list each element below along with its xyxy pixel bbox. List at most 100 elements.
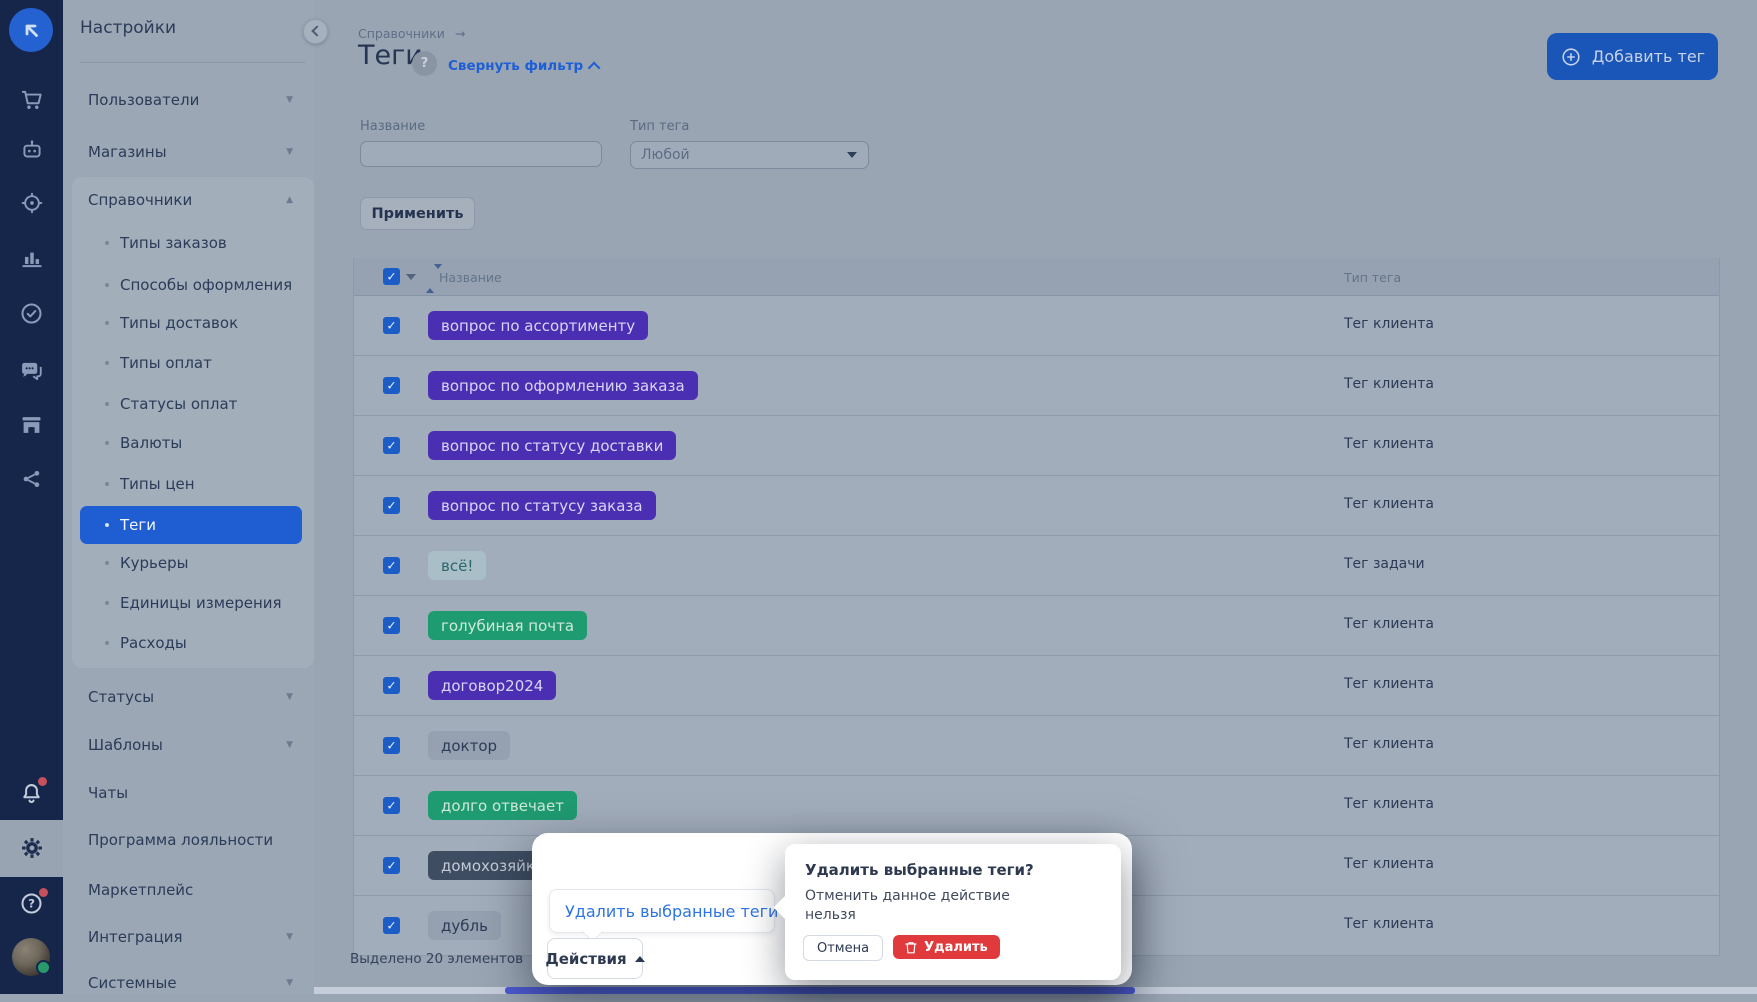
sidebar-subitem-типы-оплат[interactable]: Типы оплат bbox=[63, 346, 314, 380]
row-checkbox[interactable]: ✓ bbox=[383, 617, 400, 634]
sidebar-subitem-типы-цен[interactable]: Типы цен bbox=[63, 467, 314, 501]
collapse-sidebar-button[interactable] bbox=[303, 19, 328, 44]
horizontal-scrollbar-thumb[interactable] bbox=[505, 987, 1135, 994]
bullet-icon bbox=[105, 283, 109, 287]
filter-type-select[interactable]: Любой bbox=[630, 141, 869, 169]
cancel-button[interactable]: Отмена bbox=[803, 935, 884, 961]
icon-rail: ? bbox=[0, 0, 63, 994]
row-checkbox[interactable]: ✓ bbox=[383, 917, 400, 934]
select-all-checkbox[interactable]: ✓ bbox=[383, 268, 400, 285]
help-icon[interactable]: ? bbox=[412, 51, 437, 76]
plus-circle-icon bbox=[1562, 47, 1580, 66]
confirm-delete-button[interactable]: Удалить bbox=[893, 935, 1000, 959]
tag-pill[interactable]: вопрос по статусу доставки bbox=[428, 431, 677, 460]
bullet-icon bbox=[105, 601, 109, 605]
tag-type-cell: Тег клиента bbox=[1344, 916, 1434, 932]
tag-pill[interactable]: вопрос по статусу заказа bbox=[428, 491, 656, 520]
row-checkbox[interactable]: ✓ bbox=[383, 437, 400, 454]
sidebar-subitem-типы-доставок[interactable]: Типы доставок bbox=[63, 306, 314, 340]
main-content: Справочники → Теги ? Свернуть фильтр Доб… bbox=[314, 0, 1757, 994]
sidebar-subitem-расходы[interactable]: Расходы bbox=[63, 626, 314, 660]
tag-pill[interactable]: вопрос по оформлению заказа bbox=[428, 371, 698, 400]
row-checkbox[interactable]: ✓ bbox=[383, 497, 400, 514]
rail-item-delivery[interactable] bbox=[0, 181, 63, 225]
sidebar-item-магазины[interactable]: Магазины ▼ bbox=[88, 143, 293, 161]
rail-item-chats[interactable] bbox=[0, 349, 63, 393]
table-header: ✓ Название Тип тега bbox=[354, 258, 1719, 296]
rail-item-orders[interactable] bbox=[0, 78, 63, 122]
sidebar-subitem-типы-заказов[interactable]: Типы заказов bbox=[63, 226, 314, 260]
bullet-icon bbox=[105, 523, 109, 527]
tag-pill[interactable]: всё! bbox=[428, 551, 487, 580]
tag-type-cell: Тег клиента bbox=[1344, 496, 1434, 512]
bullet-icon bbox=[105, 241, 109, 245]
bullet-icon bbox=[105, 441, 109, 445]
svg-text:?: ? bbox=[28, 896, 35, 910]
chevron-up-icon bbox=[587, 61, 601, 74]
breadcrumb-arrow-icon: → bbox=[454, 26, 466, 41]
sidebar-subitem-валюты[interactable]: Валюты bbox=[63, 426, 314, 460]
sidebar-item-чаты[interactable]: Чаты bbox=[88, 784, 129, 802]
sidebar-item-системные[interactable]: Системные ▼ bbox=[88, 974, 293, 992]
dropdown-menu-item-delete[interactable]: Удалить выбранные теги bbox=[549, 889, 778, 933]
tag-pill[interactable]: долго отвечает bbox=[428, 791, 577, 820]
row-checkbox[interactable]: ✓ bbox=[383, 857, 400, 874]
sidebar-subitem-теги[interactable]: Теги bbox=[80, 506, 302, 544]
bullet-icon bbox=[105, 641, 109, 645]
row-checkbox[interactable]: ✓ bbox=[383, 737, 400, 754]
column-header-type[interactable]: Тип тега bbox=[1344, 270, 1402, 285]
sidebar-subitem-единицы-измерения[interactable]: Единицы измерения bbox=[63, 586, 314, 620]
sidebar-item-справочники[interactable]: Справочники ▲ bbox=[88, 191, 293, 209]
table-row: ✓ всё! Тег задачи bbox=[354, 536, 1719, 596]
row-checkbox[interactable]: ✓ bbox=[383, 677, 400, 694]
breadcrumb[interactable]: Справочники → bbox=[358, 26, 466, 41]
sidebar-item-шаблоны[interactable]: Шаблоны ▼ bbox=[88, 736, 293, 754]
filter-name-label: Название bbox=[360, 119, 426, 134]
sidebar-item-пользователи[interactable]: Пользователи ▼ bbox=[88, 91, 293, 109]
tag-pill[interactable]: голубиная почта bbox=[428, 611, 588, 640]
select-dropdown-icon[interactable] bbox=[406, 274, 416, 280]
tag-type-cell: Тег клиента bbox=[1344, 376, 1434, 392]
filter-name-input[interactable] bbox=[360, 141, 602, 167]
tag-pill[interactable]: договор2024 bbox=[428, 671, 557, 700]
sidebar-subitem-статусы-оплат[interactable]: Статусы оплат bbox=[63, 387, 314, 421]
tag-type-cell: Тег клиента bbox=[1344, 736, 1434, 752]
tag-pill[interactable]: доктор bbox=[428, 731, 511, 760]
sidebar-subitem-курьеры[interactable]: Курьеры bbox=[63, 546, 314, 580]
tag-pill[interactable]: дубль bbox=[428, 911, 501, 940]
tags-table: ✓ Название Тип тега ✓ вопрос по ассортим… bbox=[353, 258, 1720, 956]
row-checkbox[interactable]: ✓ bbox=[383, 377, 400, 394]
rail-item-integrations[interactable] bbox=[0, 457, 63, 501]
app-logo[interactable] bbox=[9, 8, 53, 52]
rail-item-analytics[interactable] bbox=[0, 236, 63, 280]
trash-icon bbox=[905, 941, 917, 953]
sidebar-item-статусы[interactable]: Статусы ▼ bbox=[88, 688, 293, 706]
bullet-icon bbox=[105, 561, 109, 565]
sidebar-item-интеграция[interactable]: Интеграция ▼ bbox=[88, 928, 293, 946]
sidebar-item-маркетплейс[interactable]: Маркетплейс bbox=[88, 881, 194, 899]
rail-item-bot[interactable] bbox=[0, 128, 63, 172]
bullet-icon bbox=[105, 361, 109, 365]
tag-type-cell: Тег клиента bbox=[1344, 856, 1434, 872]
column-header-name[interactable]: Название bbox=[439, 270, 502, 285]
sidebar-item-программа-лояльности[interactable]: Программа лояльности bbox=[88, 831, 274, 849]
apply-filter-button[interactable]: Применить bbox=[360, 197, 475, 230]
rail-item-store[interactable] bbox=[0, 403, 63, 447]
notification-badge bbox=[38, 777, 47, 786]
popover-body: Отменить данное действие нельзя bbox=[805, 888, 1010, 923]
sidebar-subitem-способы-оформления[interactable]: Способы оформления bbox=[63, 268, 314, 302]
row-checkbox[interactable]: ✓ bbox=[383, 557, 400, 574]
collapse-filter-link[interactable]: Свернуть фильтр bbox=[448, 58, 601, 74]
avatar[interactable] bbox=[12, 938, 51, 976]
row-checkbox[interactable]: ✓ bbox=[383, 317, 400, 334]
actions-button[interactable]: Действия bbox=[545, 938, 645, 979]
row-checkbox[interactable]: ✓ bbox=[383, 797, 400, 814]
horizontal-scrollbar-track[interactable] bbox=[314, 987, 1757, 994]
tag-pill[interactable]: вопрос по ассортименту bbox=[428, 311, 649, 340]
rail-item-settings[interactable] bbox=[0, 826, 63, 870]
chevron-icon: ▼ bbox=[286, 692, 293, 702]
rail-item-notifications[interactable] bbox=[0, 771, 63, 815]
rail-item-tasks[interactable] bbox=[0, 291, 63, 335]
rail-item-help[interactable]: ? bbox=[0, 881, 63, 925]
add-tag-button[interactable]: Добавить тег bbox=[1547, 33, 1718, 80]
